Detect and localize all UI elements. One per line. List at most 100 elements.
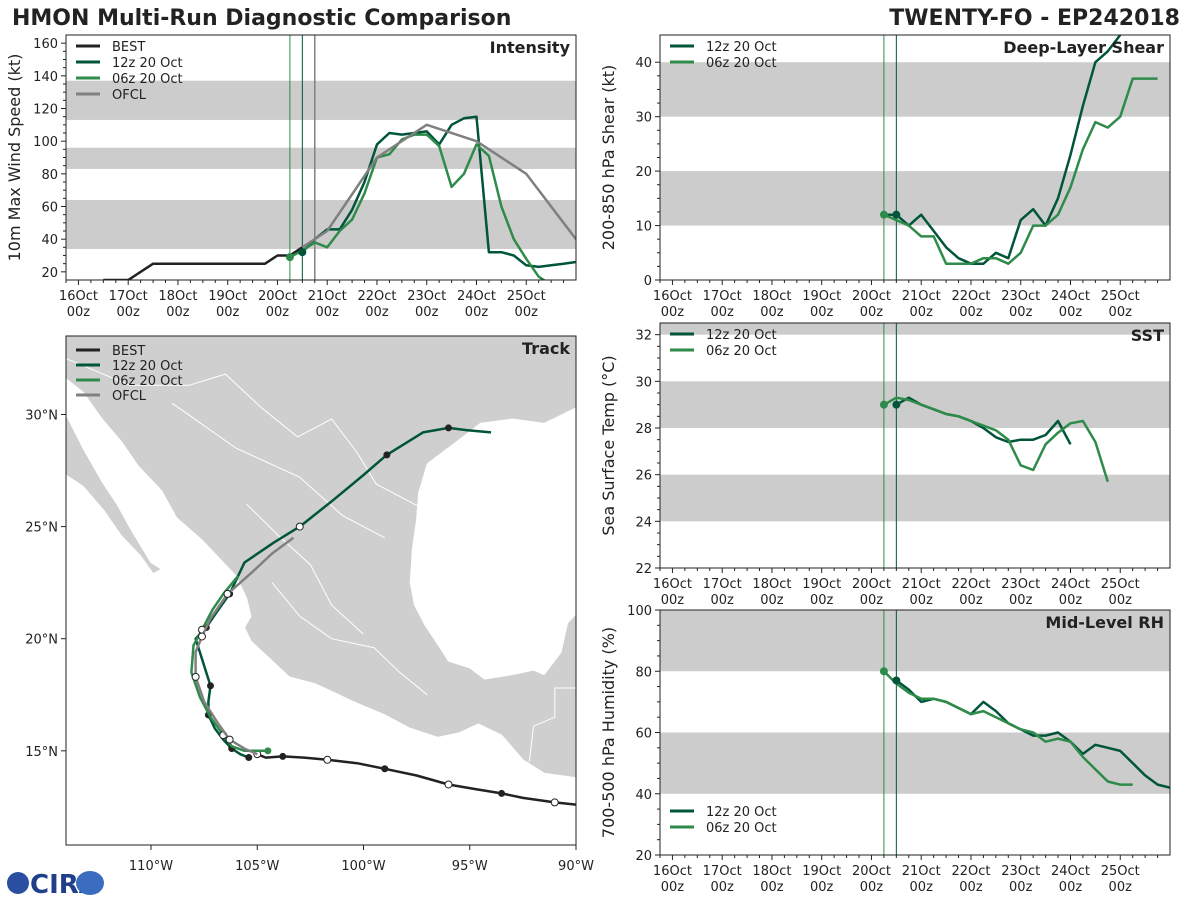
x-tick-label-hour: 00z [810,880,834,895]
init-marker-run12 [892,400,901,409]
x-tick-label-date: 22Oct [357,289,396,304]
series-group [879,396,1109,483]
x-tick-label-hour: 00z [216,305,240,320]
x-tick-label-date: 20Oct [852,864,891,879]
legend-label: 12z 20 Oct [706,805,777,820]
x-tick-label-hour: 00z [760,880,784,895]
map-group [66,336,576,807]
plot-frame [65,335,577,846]
series-line-run06 [883,396,1109,483]
country-border [66,357,419,507]
x-tick-label-date: 18Oct [158,289,197,304]
track-point-open [225,735,234,744]
country-border [172,402,386,539]
country-border [271,582,428,696]
track-point-filled [383,451,391,459]
series-group [879,667,1170,789]
legend-label: OFCL [112,88,147,103]
x-tick-label-date: 24Oct [457,289,496,304]
panel-title: Deep-Layer Shear [1003,38,1164,57]
x-tick-label-date: 23Oct [1001,864,1040,879]
x-tick-label-hour: 00z [910,305,934,320]
y-tick-label: 160 [33,37,58,52]
land-mainland [66,336,576,779]
legend-label: 12z 20 Oct [112,56,183,71]
x-tick-label-date: 19Oct [802,864,841,879]
panel-title: Mid-Level RH [1045,613,1164,632]
logo-emblem [76,871,104,895]
x-tick-label-date: 22Oct [951,289,990,304]
lon-tick-label: 105°W [235,859,279,874]
x-tick-label-date: 20Oct [852,289,891,304]
track-point-filled [445,424,452,432]
x-tick-label-hour: 00z [860,593,884,608]
plot-frame [659,322,1171,569]
track-point-open [198,632,206,641]
y-tick-label: 24 [635,515,652,530]
y-axis-label: 10m Max Wind Speed (kt) [5,54,24,262]
init-marker-run06 [879,400,888,409]
series-line-ofcl [301,123,576,249]
logo-globe [7,872,29,894]
series-line-run06 [883,77,1158,265]
x-tick-label-date: 17Oct [703,289,742,304]
legend-label: 06z 20 Oct [706,344,777,359]
track-point-filled [279,752,287,760]
x-tick-label-hour: 00z [415,305,439,320]
x-tick-label-hour: 00z [810,593,834,608]
y-axis-label: Sea Surface Temp (°C) [599,355,618,535]
shaded-band [660,610,1170,672]
land-baja [66,414,163,575]
series-group [103,115,576,280]
x-tick-label-date: 25Oct [507,289,546,304]
init-marker-run12 [892,676,901,685]
x-tick-label-date: 16Oct [653,289,692,304]
x-tick-label-hour: 00z [760,593,784,608]
track-line-run06 [190,575,268,753]
panel-rh: 2040608010016Oct00z17Oct00z18Oct00z19Oct… [599,604,1171,895]
track-point-open [550,798,559,807]
legend-label: 06z 20 Oct [112,72,183,87]
y-tick-label: 80 [635,665,652,680]
init-marker-run06 [879,210,888,219]
y-axis-label: 200-850 hPa Shear (kt) [599,65,618,251]
track-point-filled [245,754,253,762]
x-tick-label-date: 25Oct [1101,289,1140,304]
init-marker-run12 [892,210,901,219]
y-axis-label: 700-500 hPa Humidity (%) [599,627,618,838]
x-tick-label-date: 21Oct [902,289,941,304]
series-line-run06 [883,670,1133,786]
x-tick-label-hour: 00z [711,305,735,320]
panel-shear: 01020304016Oct00z17Oct00z18Oct00z19Oct00… [599,34,1171,320]
x-tick-label-hour: 00z [316,305,340,320]
legend-label: BEST [112,344,145,359]
x-tick-label-hour: 00z [959,880,983,895]
panel-intensity: 2040608010012014016016Oct00z17Oct00z18Oc… [5,34,577,320]
x-tick-label-date: 16Oct [59,289,98,304]
track-point-open [444,780,453,789]
y-tick-label: 0 [644,274,652,289]
shaded-band [660,474,1170,522]
y-tick-label: 26 [635,469,652,484]
lon-tick-label: 90°W [558,859,594,874]
legend-label: 06z 20 Oct [112,374,183,389]
lat-tick-label: 25°N [25,521,58,536]
legend-label: OFCL [112,389,147,404]
series-line-best [103,246,303,280]
y-tick-label: 100 [33,135,58,150]
x-tick-label-date: 17Oct [703,864,742,879]
x-tick-label-hour: 00z [117,305,141,320]
y-tick-label: 10 [635,220,652,235]
init-marker-run06 [285,253,294,262]
x-tick-label-hour: 00z [67,305,91,320]
x-tick-label-date: 24Oct [1051,577,1090,592]
x-tick-label-hour: 00z [711,593,735,608]
track-line-run12 [194,426,492,759]
x-tick-label-date: 18Oct [752,289,791,304]
y-tick-label: 30 [635,111,652,126]
y-tick-label: 20 [635,165,652,180]
figure-title: HMON Multi-Run Diagnostic Comparison [12,6,512,31]
x-tick-label-date: 16Oct [653,577,692,592]
x-tick-label-date: 25Oct [1101,864,1140,879]
